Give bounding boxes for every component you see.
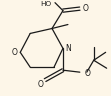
Text: N: N — [65, 44, 71, 53]
Text: O: O — [85, 69, 91, 78]
Text: HO: HO — [41, 1, 52, 7]
Text: O: O — [37, 80, 43, 89]
Text: O: O — [83, 4, 89, 13]
Text: O: O — [11, 48, 17, 57]
